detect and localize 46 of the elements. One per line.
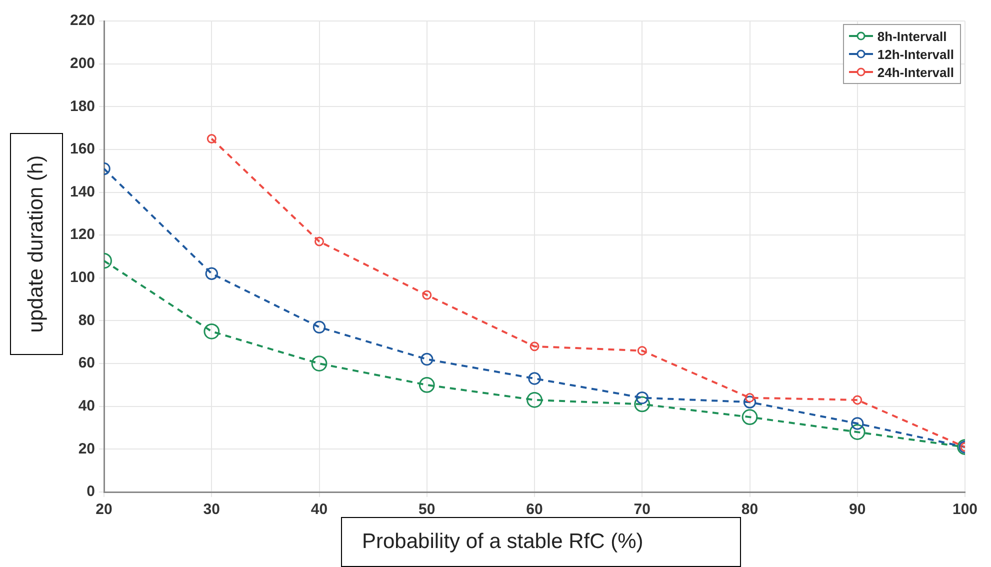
x-tick-label: 100 xyxy=(952,501,978,518)
point xyxy=(204,323,220,340)
y-tick-label: 160 xyxy=(70,140,96,158)
point xyxy=(422,290,432,300)
y-tick-label: 40 xyxy=(78,398,96,415)
legend-label: 8h-Intervall xyxy=(877,28,947,44)
x-tick-label: 80 xyxy=(741,501,758,518)
y-tick-label: 180 xyxy=(70,98,96,115)
point xyxy=(530,342,540,352)
point xyxy=(311,356,328,372)
x-tick-label: 90 xyxy=(849,501,866,518)
point xyxy=(636,391,648,404)
point xyxy=(851,417,864,430)
point xyxy=(852,395,862,405)
y-tick-label: 0 xyxy=(86,483,96,500)
point xyxy=(205,267,218,280)
y-tick-label: 200 xyxy=(70,54,96,72)
x-axis-title: Probability of a stable RfC (%) xyxy=(362,530,644,554)
point xyxy=(637,346,647,356)
legend-label: 24h-Intervall xyxy=(877,64,954,80)
point xyxy=(420,352,434,366)
y-tick-label: 140 xyxy=(70,183,96,200)
legend-label: 12h-Intervall xyxy=(877,46,954,62)
point xyxy=(312,320,326,334)
point xyxy=(743,396,756,408)
point xyxy=(742,409,758,426)
point xyxy=(528,372,541,385)
x-tick-label: 20 xyxy=(96,501,112,518)
point xyxy=(206,134,216,144)
y-tick-label: 120 xyxy=(70,226,96,244)
y-tick-label: 60 xyxy=(78,354,96,372)
point xyxy=(849,424,866,440)
y-tick-label: 80 xyxy=(78,312,96,329)
y-axis-title: update duration (h) xyxy=(24,155,48,333)
point xyxy=(634,396,650,412)
point xyxy=(314,236,324,246)
point xyxy=(526,392,542,408)
x-tick-label: 50 xyxy=(418,501,436,518)
y-tick-label: 220 xyxy=(70,12,96,30)
y-tick-label: 20 xyxy=(78,440,96,458)
x-tick-label: 60 xyxy=(526,501,543,518)
x-tick-label: 70 xyxy=(634,501,650,518)
y-tick-label: 100 xyxy=(70,269,96,286)
x-tick-label: 30 xyxy=(203,501,220,518)
point xyxy=(418,377,435,393)
x-tick-label: 40 xyxy=(310,501,328,518)
